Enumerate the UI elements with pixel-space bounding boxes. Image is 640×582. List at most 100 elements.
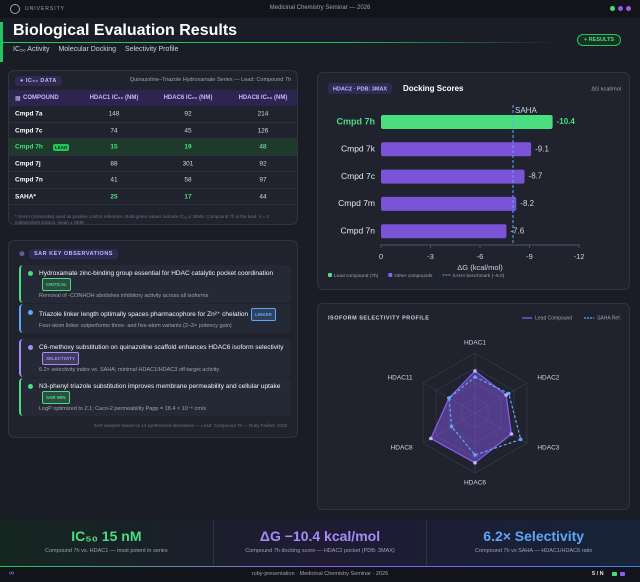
series-point <box>506 391 511 396</box>
badge-bg <box>328 83 392 94</box>
legend-swatch <box>388 273 393 277</box>
observation-detail: 6.2× selectivity index vs. SAHA; minimal… <box>39 367 220 373</box>
observation-text: Hydroxamate zinc-binding group essential… <box>39 270 274 277</box>
compound: Cmpd 7j <box>15 160 41 168</box>
footer: ∞ ruby-presentation · Medicinal Chemistr… <box>0 566 640 582</box>
nav <box>612 572 617 576</box>
icon: ▦ <box>15 96 21 102</box>
series-point <box>473 461 477 465</box>
page-number: 5 / N <box>592 571 604 577</box>
value: 214 <box>257 110 269 118</box>
series-area <box>430 370 513 464</box>
icon: ⊕ <box>19 251 25 258</box>
unit-label: ΔG kcal/mol <box>591 86 621 92</box>
value: 88 <box>110 160 118 168</box>
radar-panel: ISOFORM SELECTIVITY PROFILE SAHA Ref. Lead… <box>317 303 630 510</box>
observation-title: C6-methoxy substitution on quinazoline s… <box>39 343 285 365</box>
category-label: Cmpd 7n <box>341 225 376 235</box>
footer-text: ruby-presentation · Medicinal Chemistry … <box>251 571 389 577</box>
tab: Molecular Docking <box>58 46 117 53</box>
dot <box>618 6 623 11</box>
observation-tag: CRITICAL <box>42 278 71 291</box>
column-header: HDAC6 IC₅₀ (NM) <box>163 95 213 101</box>
observation-tag: SELECTIVITY <box>42 352 80 365</box>
compound: Cmpd 7h <box>15 143 43 151</box>
series-point <box>473 453 477 457</box>
observation: N3-phenyl triazole substitution improves… <box>19 378 291 416</box>
table-badge: ● IC₅₀ DATA <box>15 76 62 86</box>
logo <box>10 4 20 14</box>
observation-title: N3-phenyl triazole substitution improves… <box>39 382 285 404</box>
top-bar: UNIVERSITY Medicinal Chemistry Seminar —… <box>0 0 640 18</box>
dot <box>610 6 615 11</box>
category-label: Cmpd 7m <box>338 198 375 208</box>
compound: Cmpd 7a <box>15 110 43 118</box>
tabs: IC₅₀ Activity Molecular Docking Selectivit… <box>13 46 178 53</box>
radar-chart: ISOFORM SELECTIVITY PROFILE SAHA Ref. Lead… <box>328 315 621 487</box>
rule <box>0 42 560 43</box>
bar <box>381 224 507 239</box>
brand: UNIVERSITY <box>25 6 66 12</box>
value: 41 <box>110 176 118 184</box>
kpi: IC₅₀ 15 nM Compound 7h vs. HDAC1 — most p… <box>0 520 213 566</box>
spoke <box>474 382 528 414</box>
observation-text: C6-methoxy substitution on quinazoline s… <box>39 344 284 351</box>
compound: Cmpd 7n <box>15 176 43 184</box>
footer-rule <box>0 566 640 567</box>
series-point <box>449 424 454 429</box>
value: 19 <box>184 143 192 151</box>
value: 148 <box>108 110 120 118</box>
legend-label: Lead Compound <box>535 315 572 321</box>
legend-label: Other compounds <box>394 273 433 279</box>
compound: SAHA* <box>15 193 36 201</box>
value-label: -10.4 <box>557 117 576 126</box>
legend-label: SAHA Ref. <box>597 315 621 321</box>
observations-panel: ⊕ SAR KEY OBSERVATIONS SAR analysis base… <box>8 240 298 438</box>
tab: IC₅₀ Activity <box>13 46 50 53</box>
row <box>9 189 297 205</box>
value-label: -9.1 <box>535 144 549 153</box>
axis-label: HDAC11 <box>387 375 413 382</box>
chart-badge: HDAC2 · PDB: 3MAX <box>333 86 387 92</box>
table-caption: Quinazoline–Triazole Hydroxamate Series … <box>129 77 291 83</box>
observation-title: Hydroxamate zinc-binding group essential… <box>39 269 285 291</box>
x-axis-label: ΔG (kcal/mol) <box>457 263 503 272</box>
value-label: -8.2 <box>520 199 534 208</box>
kpi-value: 6.2× Selectivity <box>483 528 585 544</box>
row <box>9 106 297 123</box>
results-badge: + RESULTS <box>577 34 622 46</box>
series-point <box>509 432 514 436</box>
observation: Triazole linker length optimally spaces … <box>19 304 291 333</box>
badge-text: IC₅₀ DATA <box>25 78 57 84</box>
table-footnote: * SAHA (Vorinostat) used as positive con… <box>15 214 269 225</box>
reference-label: SAHA <box>515 106 537 115</box>
row <box>9 123 297 139</box>
chart-title: Docking Scores <box>403 84 464 93</box>
observation-detail: LogP optimized to 2.1; Caco-2 permeabili… <box>39 406 207 412</box>
title: Biological Evaluation Results <box>13 22 238 39</box>
axis-label: HDAC2 <box>537 375 559 382</box>
bullet <box>28 310 33 315</box>
row <box>9 172 297 189</box>
bar <box>381 115 553 129</box>
kpi: ΔG −10.4 kcal/mol Compound 7h docking sco… <box>212 520 427 566</box>
event: Medicinal Chemistry Seminar — 2026 <box>269 5 371 11</box>
dot <box>626 6 631 11</box>
lead-tag: LEAD <box>53 143 70 151</box>
axis-label: HDAC6 <box>464 480 486 487</box>
observation: C6-methoxy substitution on quinazoline s… <box>19 339 291 377</box>
observation-title: Triazole linker length optimally spaces … <box>39 308 285 321</box>
legend-label: Lead compound (7h) <box>334 273 379 279</box>
series-point <box>447 396 451 400</box>
observation-tag: SAR WIN <box>42 391 70 404</box>
observation-tag: LINKER <box>251 308 276 321</box>
series-point <box>518 437 523 442</box>
category-label: Cmpd 7h <box>336 116 375 126</box>
x-tick-label: -12 <box>574 252 585 261</box>
value: 92 <box>184 110 192 118</box>
legend-swatch <box>328 273 332 277</box>
observation-detail: Removal of -CONHOH abolishes inhibitory … <box>39 293 209 299</box>
table-panel: ● IC₅₀ DATA Quinazoline–Triazole Hydroxa… <box>8 70 298 225</box>
